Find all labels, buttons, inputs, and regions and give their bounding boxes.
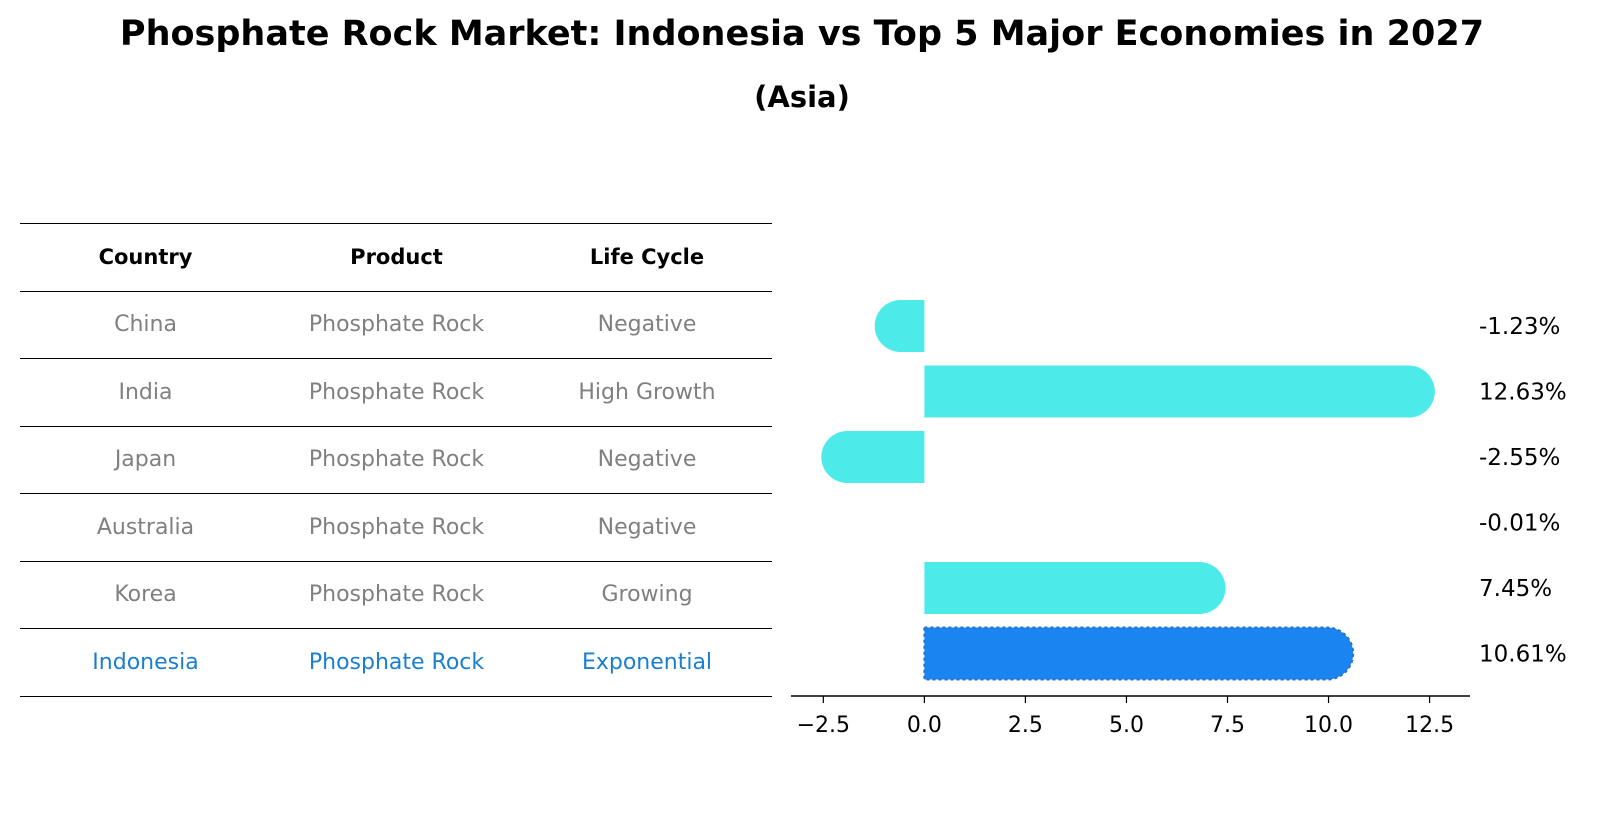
bar-china bbox=[874, 300, 925, 352]
table-header-row: Country Product Life Cycle bbox=[20, 223, 772, 291]
table-header-cell: Country bbox=[98, 245, 193, 270]
bar-value-label: 12.63% bbox=[1479, 380, 1567, 406]
table-row: Japan Phosphate Rock Negative bbox=[20, 425, 772, 494]
x-axis-tick-label: 0.0 bbox=[907, 713, 942, 738]
table-cell-product: Phosphate Rock bbox=[308, 514, 485, 540]
table-row: Korea Phosphate Rock Growing bbox=[20, 560, 772, 629]
x-axis-tick-label: −2.5 bbox=[797, 713, 850, 738]
table-cell-product: Phosphate Rock bbox=[308, 312, 485, 338]
table-cell-life-cycle: Negative bbox=[597, 312, 697, 338]
table-row: India Phosphate Rock High Growth bbox=[20, 358, 772, 426]
table-cell-country: Korea bbox=[114, 582, 177, 608]
x-axis-tick-label: 7.5 bbox=[1210, 713, 1245, 738]
bar-japan bbox=[821, 431, 925, 483]
x-axis-tick-label: 12.5 bbox=[1405, 713, 1454, 738]
bar-indonesia bbox=[923, 626, 1355, 681]
x-axis-tick-label: 5.0 bbox=[1109, 713, 1144, 738]
table-cell-product: Phosphate Rock bbox=[308, 447, 485, 473]
table-cell-country: China bbox=[114, 312, 177, 338]
bar-korea bbox=[924, 562, 1226, 614]
bar-value-label: -2.55% bbox=[1479, 445, 1560, 471]
table-cell-product: Phosphate Rock bbox=[308, 649, 485, 675]
table-header-cell: Product bbox=[350, 245, 443, 270]
table-header-cell: Life Cycle bbox=[589, 245, 705, 270]
table-cell-life-cycle: Negative bbox=[597, 447, 697, 473]
table-cell-life-cycle: High Growth bbox=[578, 379, 716, 405]
table-cell-country: Australia bbox=[96, 514, 195, 540]
table-cell-product: Phosphate Rock bbox=[308, 582, 485, 608]
chart-title: Phosphate Rock Market: Indonesia vs Top … bbox=[119, 14, 1485, 54]
chart-subtitle: (Asia) bbox=[754, 80, 850, 114]
bar-value-label: -1.23% bbox=[1479, 314, 1560, 340]
bar-india bbox=[924, 365, 1435, 418]
table-row: China Phosphate Rock Negative bbox=[20, 290, 772, 359]
x-axis-tick-label: 10.0 bbox=[1304, 713, 1353, 738]
table-row: Australia Phosphate Rock Negative bbox=[20, 493, 772, 561]
bar-value-label: 10.61% bbox=[1479, 642, 1567, 668]
table-cell-country: Japan bbox=[114, 447, 177, 473]
bar-value-label: -0.01% bbox=[1479, 511, 1560, 537]
table-cell-country: India bbox=[118, 379, 173, 405]
data-table: Country Product Life Cycle China Phospha… bbox=[20, 223, 772, 697]
x-axis-tick-label: 2.5 bbox=[1008, 713, 1043, 738]
table-row-highlighted: Indonesia Phosphate Rock Exponential bbox=[20, 628, 772, 697]
table-cell-product: Phosphate Rock bbox=[308, 379, 485, 405]
table-cell-country: Indonesia bbox=[92, 649, 199, 675]
bar-value-label: 7.45% bbox=[1479, 576, 1552, 602]
table-cell-life-cycle: Negative bbox=[597, 514, 697, 540]
table-cell-life-cycle: Growing bbox=[601, 582, 693, 608]
table-cell-life-cycle: Exponential bbox=[581, 649, 713, 675]
